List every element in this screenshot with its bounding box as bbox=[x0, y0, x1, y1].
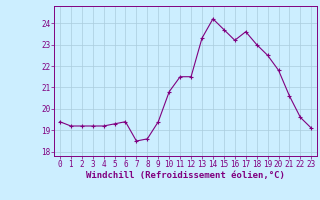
X-axis label: Windchill (Refroidissement éolien,°C): Windchill (Refroidissement éolien,°C) bbox=[86, 171, 285, 180]
